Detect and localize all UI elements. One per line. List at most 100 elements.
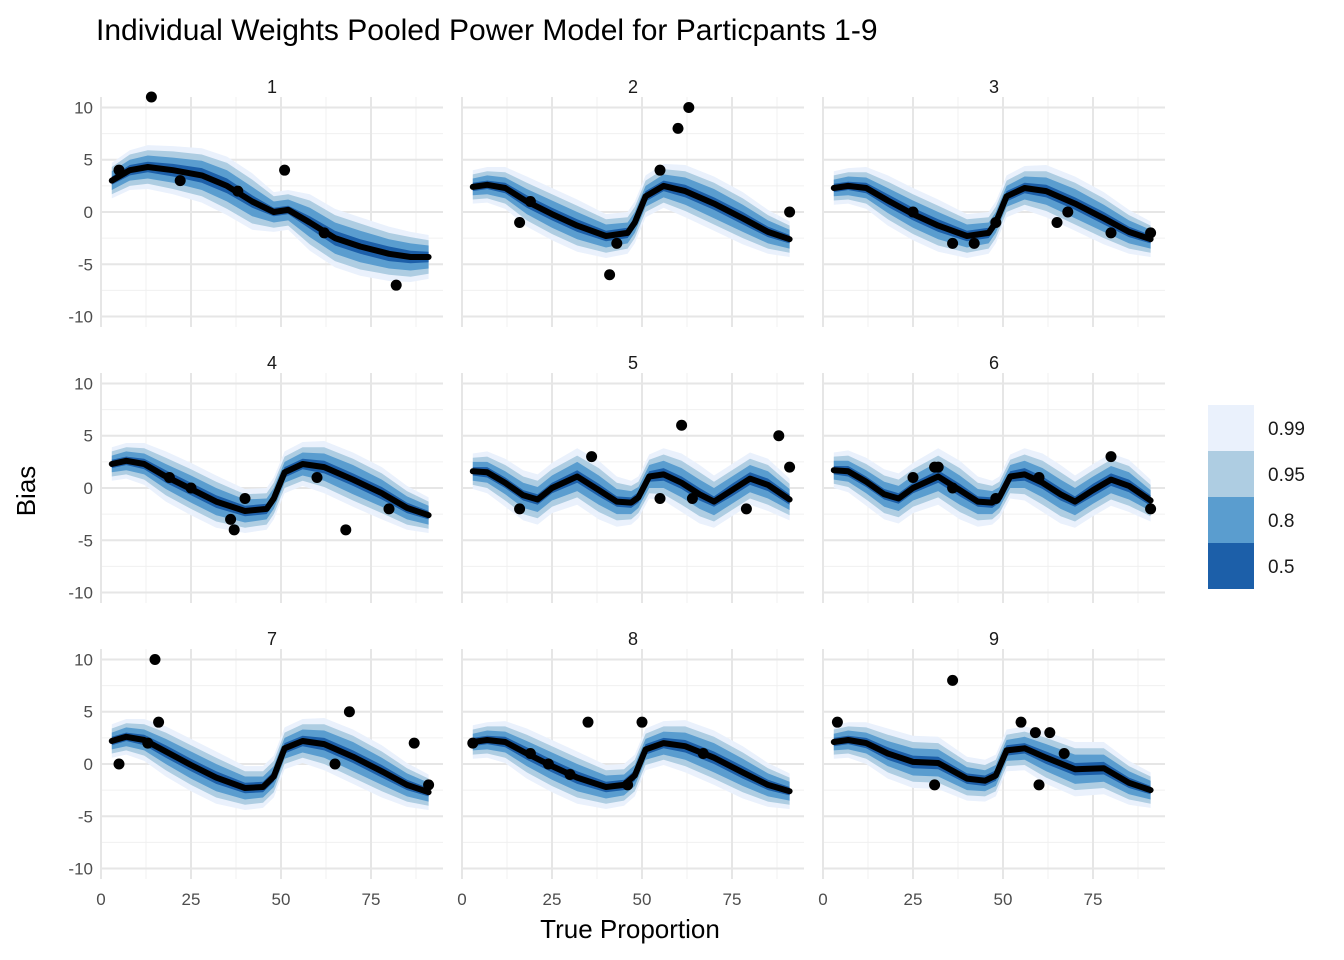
y-tick-label: -5 xyxy=(78,255,93,274)
data-point xyxy=(1044,727,1056,739)
data-point xyxy=(514,503,526,515)
data-point xyxy=(611,237,623,249)
interval-band-0.5 xyxy=(472,180,790,244)
facet-strip-label: 8 xyxy=(628,629,638,649)
legend-key-0.99 xyxy=(1208,405,1254,451)
median-line xyxy=(108,164,432,260)
data-point xyxy=(228,524,240,536)
facet-panel-3: 3 xyxy=(822,77,1165,327)
data-point xyxy=(586,451,598,463)
data-point xyxy=(622,779,634,791)
data-point xyxy=(683,101,695,113)
data-point xyxy=(968,237,980,249)
data-point xyxy=(582,716,594,728)
y-axis-label: Bias xyxy=(11,466,41,517)
facet-strip-label: 3 xyxy=(989,77,999,97)
interval-band-0.5 xyxy=(111,456,429,520)
y-tick-label: 0 xyxy=(84,755,93,774)
facet-panel-2: 2 xyxy=(461,77,804,327)
data-point xyxy=(1058,748,1070,760)
median-line xyxy=(830,737,1154,794)
y-tick-label: 10 xyxy=(74,650,93,669)
x-tick-label: 0 xyxy=(818,890,827,909)
legend-label: 0.95 xyxy=(1268,465,1305,486)
facet-panel-6: 6 xyxy=(822,353,1165,603)
y-tick-label: -5 xyxy=(78,807,93,826)
facet-panel-4: 4 10 5 0 -5 -10 xyxy=(68,353,443,603)
data-point xyxy=(1062,206,1074,218)
data-point xyxy=(654,164,666,176)
data-point xyxy=(467,737,479,749)
data-point xyxy=(423,779,435,791)
facet-panel-5: 5 xyxy=(461,353,804,603)
data-point xyxy=(329,758,341,770)
y-tick-label: 10 xyxy=(74,374,93,393)
interval-band-0.8 xyxy=(111,727,429,802)
facet-panel-1: 1 10 5 0 -5 -10 xyxy=(68,77,443,327)
data-point xyxy=(697,748,709,760)
y-tick-label: -10 xyxy=(68,584,93,603)
chart-title: Individual Weights Pooled Power Model fo… xyxy=(96,14,878,47)
facet-strip-label: 6 xyxy=(989,353,999,373)
interval-band-0.5 xyxy=(833,181,1151,244)
data-point xyxy=(343,706,355,718)
data-point xyxy=(1015,716,1027,728)
data-point xyxy=(947,482,959,494)
data-point xyxy=(784,461,796,473)
data-point xyxy=(1145,227,1157,239)
data-point xyxy=(604,269,616,281)
data-point xyxy=(174,175,186,187)
data-point xyxy=(831,716,843,728)
x-tick-label: 75 xyxy=(362,890,381,909)
data-point xyxy=(672,122,684,134)
data-point xyxy=(279,164,291,176)
data-point xyxy=(340,524,352,536)
data-point xyxy=(1033,472,1045,484)
data-point xyxy=(113,164,125,176)
data-point xyxy=(113,758,125,770)
legend-label: 0.99 xyxy=(1268,419,1305,440)
data-point xyxy=(1145,503,1157,515)
data-point xyxy=(514,216,526,228)
x-tick-label: 25 xyxy=(543,890,562,909)
y-tick-label: 5 xyxy=(84,703,93,722)
y-tick-label: 5 xyxy=(84,427,93,446)
x-tick-label: 0 xyxy=(457,890,466,909)
data-point xyxy=(907,206,919,218)
median-line xyxy=(830,182,1154,243)
data-point xyxy=(1051,216,1063,228)
y-tick-label: -10 xyxy=(68,308,93,327)
x-tick-label: 75 xyxy=(1084,890,1103,909)
facet-strip-label: 5 xyxy=(628,353,638,373)
facet-strip-label: 4 xyxy=(267,353,277,373)
x-tick-label: 25 xyxy=(904,890,923,909)
median-line xyxy=(108,733,432,796)
y-tick-label: -10 xyxy=(68,860,93,879)
data-point xyxy=(929,779,941,791)
data-point xyxy=(142,737,154,749)
facet-panel-8: 8 0 25 50 75 xyxy=(457,629,804,909)
data-point xyxy=(784,206,796,218)
median-line xyxy=(108,457,432,519)
data-point xyxy=(932,461,944,473)
legend-label: 0.8 xyxy=(1268,511,1294,532)
data-point xyxy=(239,492,251,504)
legend: 0.99 0.95 0.8 0.5 xyxy=(1208,405,1305,589)
facet-strip-label: 7 xyxy=(267,629,277,649)
data-point xyxy=(383,503,395,515)
data-point xyxy=(1105,451,1117,463)
data-point xyxy=(408,737,420,749)
data-point xyxy=(947,674,959,686)
interval-band-0.8 xyxy=(472,174,790,249)
data-point xyxy=(1105,227,1117,239)
facet-strip-label: 9 xyxy=(989,629,999,649)
legend-key-0.5 xyxy=(1208,543,1254,589)
grid-lines xyxy=(100,97,443,327)
interval-band-0.8 xyxy=(111,451,429,525)
x-tick-label: 50 xyxy=(633,890,652,909)
data-point xyxy=(1033,779,1045,791)
interval-band-0.95 xyxy=(833,726,1151,804)
y-tick-label: -5 xyxy=(78,531,93,550)
